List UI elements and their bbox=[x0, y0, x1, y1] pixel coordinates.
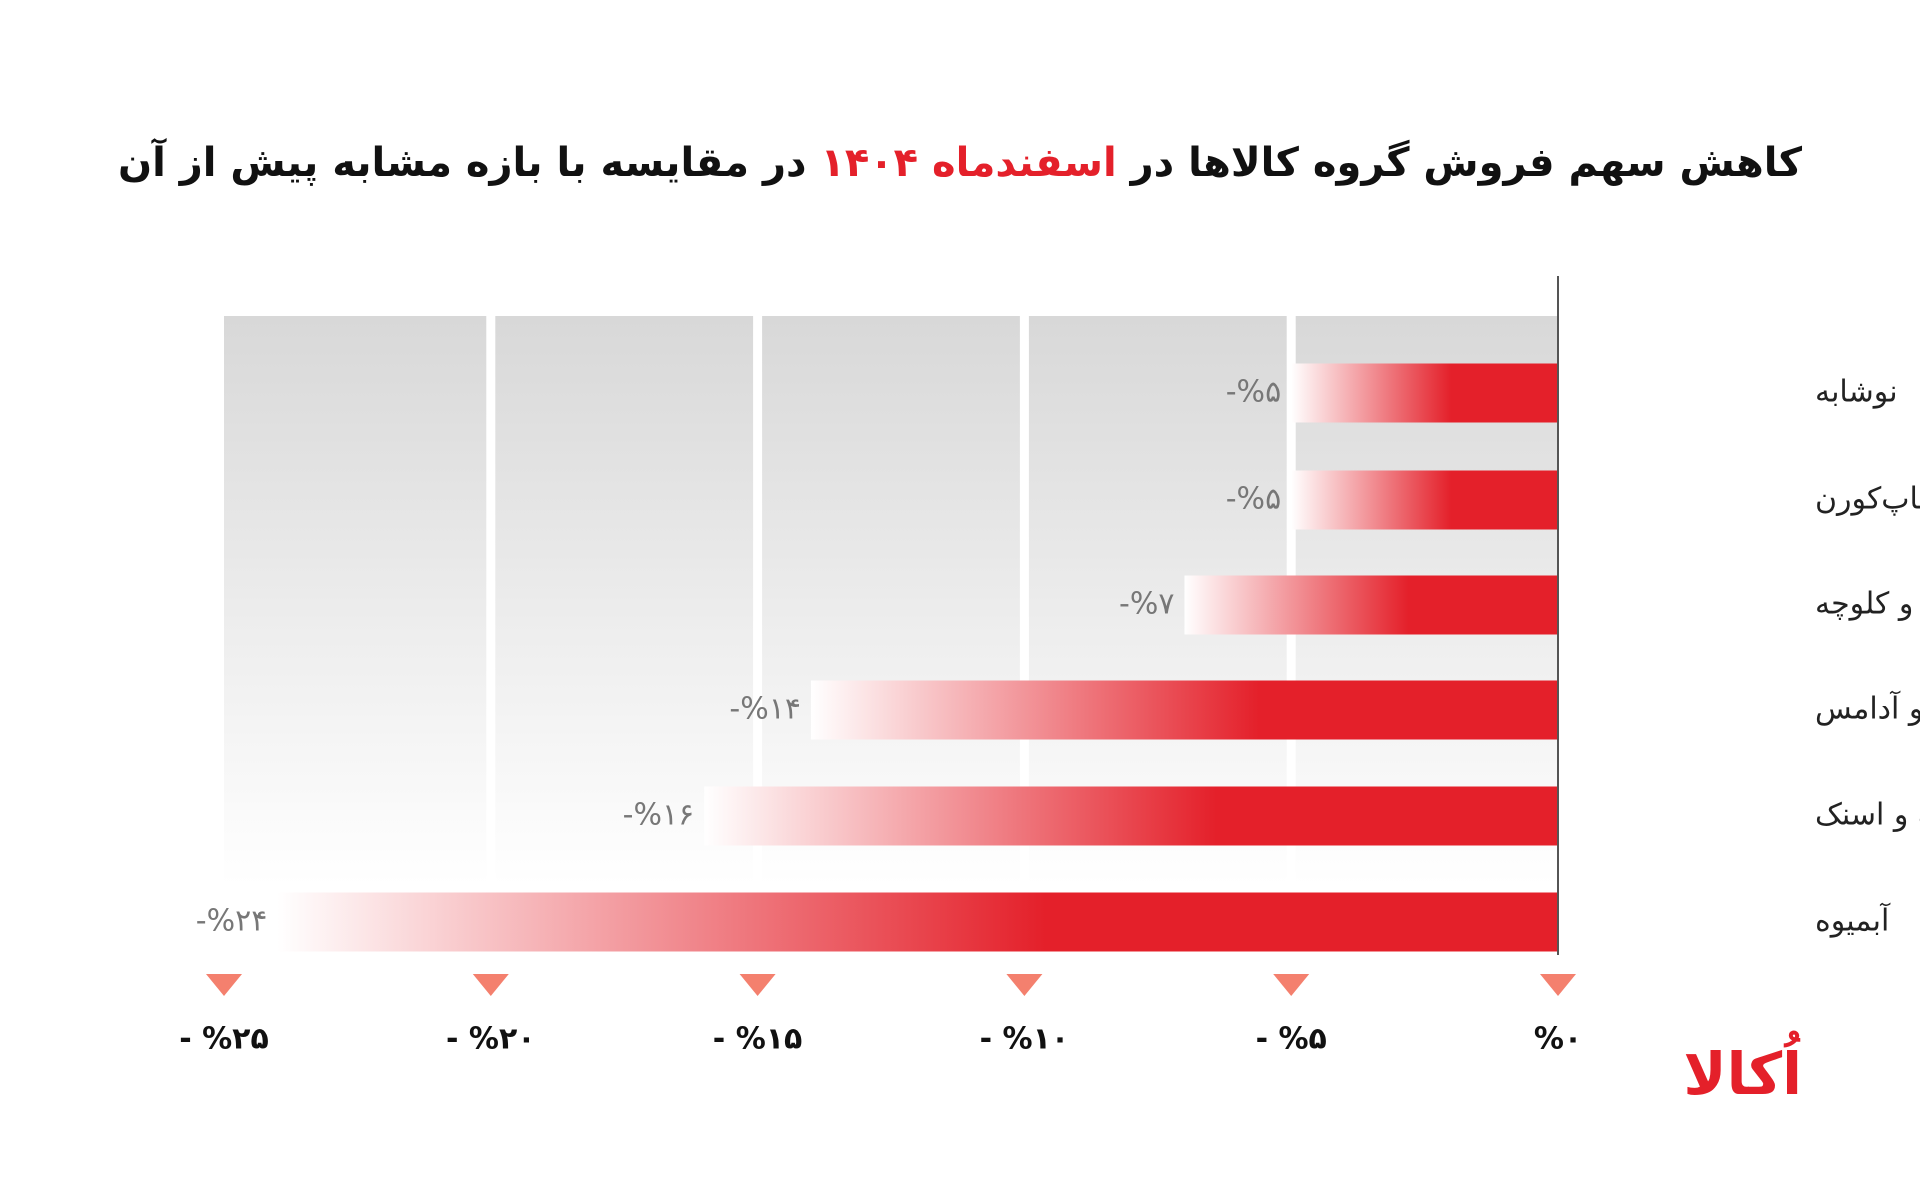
tick-marker bbox=[472, 974, 509, 996]
title-highlight: اسفندماه ۱۴۰۴ bbox=[820, 140, 1117, 186]
x-tick-label: %۰ bbox=[1534, 1022, 1582, 1057]
y-tick-label: کیک و کلوچه bbox=[1815, 587, 1920, 622]
bar bbox=[1291, 363, 1558, 423]
x-tick-label: - %۲۵ bbox=[179, 1022, 269, 1057]
y-tick-label: پاستیل و آدامس bbox=[1815, 691, 1920, 727]
bar bbox=[810, 680, 1558, 740]
value-label: -%۱۴ bbox=[729, 692, 801, 727]
y-tick-label: آبمیوه bbox=[1815, 903, 1891, 939]
value-label: -%۷ bbox=[1119, 587, 1174, 622]
tick-marker bbox=[1006, 974, 1043, 996]
tick-marker bbox=[1540, 974, 1576, 996]
value-label: -%۱۶ bbox=[623, 798, 695, 833]
x-tick-label: - %۱۵ bbox=[713, 1022, 803, 1057]
chart-title: کاهش سهم فروش گروه کالاها در اسفندماه ۱۴… bbox=[0, 140, 1920, 186]
x-tick-label: - %۲۰ bbox=[446, 1022, 536, 1057]
title-part: کاهش سهم فروش گروه کالاها در bbox=[1130, 140, 1803, 186]
y-tick-label: نوشابه bbox=[1815, 375, 1898, 410]
title-part: در مقایسه با بازه مشابه پیش از آن bbox=[117, 140, 807, 186]
bar bbox=[704, 786, 1558, 846]
x-tick-label: - %۵ bbox=[1256, 1022, 1327, 1057]
y-tick-label: پفک و اسنک bbox=[1815, 798, 1920, 833]
tick-marker bbox=[1273, 974, 1310, 996]
bar bbox=[1291, 470, 1558, 530]
value-label: -%۵ bbox=[1226, 482, 1281, 517]
value-label: -%۵ bbox=[1226, 375, 1281, 410]
brand-logo: اُکالا bbox=[1683, 1040, 1802, 1108]
tick-marker bbox=[739, 974, 776, 996]
bar bbox=[277, 892, 1558, 952]
bar bbox=[1184, 575, 1558, 635]
x-tick-label: - %۱۰ bbox=[980, 1022, 1070, 1057]
value-label: -%۲۴ bbox=[196, 904, 268, 939]
tick-marker bbox=[206, 974, 242, 996]
y-tick-label: چیپس و پاپ‌کورن bbox=[1815, 482, 1920, 517]
